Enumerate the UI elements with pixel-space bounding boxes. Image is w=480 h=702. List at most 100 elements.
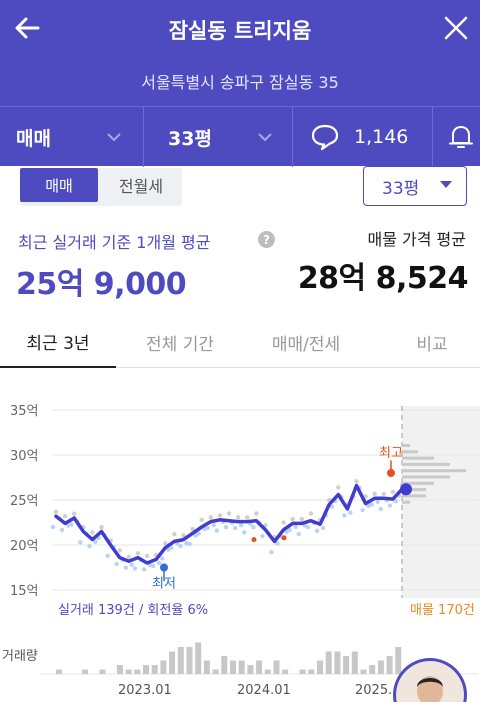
transaction-dot (178, 543, 183, 549)
transaction-dot (254, 511, 259, 516)
transaction-dot (114, 561, 119, 567)
y-tick-label: 15억 (10, 584, 39, 599)
high-point (387, 469, 395, 477)
tab-sale-jeonse[interactable]: 매매/전세 (271, 334, 341, 355)
volume-bar (369, 665, 376, 674)
transaction-dot (296, 532, 302, 537)
comments-button[interactable]: 1,146 (310, 107, 430, 167)
chevron-down-icon (107, 133, 121, 142)
size-select-label: 33평 (382, 178, 420, 199)
x-tick-label: 2024.01 (237, 683, 291, 698)
transaction-dot (308, 511, 314, 516)
address-text: 서울특별시 송파구 잠실동 35 (141, 73, 339, 92)
transaction-dot (378, 506, 383, 512)
volume-bar (351, 651, 358, 674)
transaction-dot (187, 541, 192, 547)
volume-bar (377, 660, 384, 674)
size-select[interactable]: 33평 (363, 166, 467, 206)
transaction-dot (190, 526, 195, 532)
help-icon[interactable]: ? (258, 231, 275, 248)
transaction-dot (126, 554, 132, 560)
chevron-down-icon (258, 133, 272, 142)
transaction-dot (72, 511, 77, 516)
transaction-dot (144, 553, 150, 558)
bell-icon[interactable] (448, 123, 474, 151)
transaction-dot (375, 499, 380, 504)
listing-histogram-bar (402, 475, 450, 479)
caret-down-icon (440, 181, 452, 188)
toggle-sale[interactable]: 매매 (20, 168, 98, 202)
volume-bar (317, 660, 323, 674)
volume-bar (282, 669, 289, 674)
volume-bar (299, 669, 306, 674)
volume-bar (177, 647, 184, 674)
transaction-dot (348, 510, 353, 515)
transaction-dot (226, 511, 232, 516)
volume-bar (195, 642, 202, 674)
person-photo (417, 676, 443, 702)
toggle-rent[interactable]: 전월세 (118, 177, 164, 196)
back-arrow-icon[interactable] (12, 12, 44, 44)
transaction-dot (196, 531, 201, 536)
transaction-dot (163, 541, 168, 546)
volume-bar (308, 669, 315, 674)
divider (432, 107, 433, 167)
transaction-dot (290, 516, 295, 522)
size-label: 33평 (168, 127, 212, 150)
low-label: 최저 (152, 577, 176, 592)
filter-bar: 매매 33평 1,146 (0, 106, 480, 167)
divider (143, 107, 144, 167)
app-header: 잠실동 트리지움 서울특별시 송파구 잠실동 35 (0, 0, 480, 106)
tab-all-period[interactable]: 전체 기간 (146, 334, 214, 355)
volume-bar (343, 656, 350, 674)
tab-compare[interactable]: 비교 (416, 334, 448, 355)
transaction-dot (299, 516, 305, 522)
transaction-dot (242, 530, 247, 535)
transaction-dot (269, 550, 274, 555)
transaction-dot (208, 515, 213, 520)
volume-bar (247, 665, 254, 674)
volume-bar (212, 669, 219, 674)
y-tick-label: 35억 (10, 404, 39, 419)
transaction-dot (211, 523, 216, 528)
transaction-dot (287, 527, 292, 533)
transaction-dot (275, 541, 280, 546)
volume-bar (395, 647, 402, 674)
transaction-dot (369, 502, 374, 507)
transaction-dot (381, 491, 386, 497)
transaction-dot (135, 551, 141, 556)
transaction-dot (245, 515, 250, 520)
comment-bubble-icon (311, 124, 339, 151)
volume-bar (238, 660, 245, 674)
x-tick-label: 2023.01 (118, 683, 172, 698)
volume-bar (99, 669, 106, 674)
y-tick-label: 20억 (10, 539, 39, 554)
transaction-dot (217, 513, 223, 518)
listing-histogram-bar (402, 488, 426, 492)
transaction-dot (132, 566, 138, 571)
close-icon[interactable] (442, 14, 470, 42)
transaction-dot (342, 513, 347, 518)
transaction-dot (281, 520, 286, 525)
volume-bar (325, 651, 332, 674)
listing-histogram-bar (402, 481, 434, 485)
listing-histogram-bar (402, 444, 410, 447)
transaction-dot (293, 524, 298, 530)
tab-recent-3y[interactable]: 최근 3년 (0, 316, 116, 368)
transaction-dot (251, 524, 256, 530)
transaction-dot (320, 525, 326, 531)
listing-histogram-bar (402, 456, 434, 460)
y-tick-label: 30억 (10, 449, 39, 464)
transaction-dot (235, 515, 241, 520)
size-dropdown[interactable]: 33평 (168, 107, 288, 167)
deal-type-dropdown[interactable]: 매매 (16, 107, 146, 167)
transaction-dot (360, 507, 365, 513)
transaction-dot (387, 503, 393, 508)
transaction-dot (53, 509, 59, 515)
transaction-dot-red (251, 537, 257, 543)
volume-bar (56, 669, 62, 674)
transaction-dot (314, 528, 320, 533)
volume-label: 거래량 (2, 649, 38, 664)
volume-bar (256, 660, 263, 674)
